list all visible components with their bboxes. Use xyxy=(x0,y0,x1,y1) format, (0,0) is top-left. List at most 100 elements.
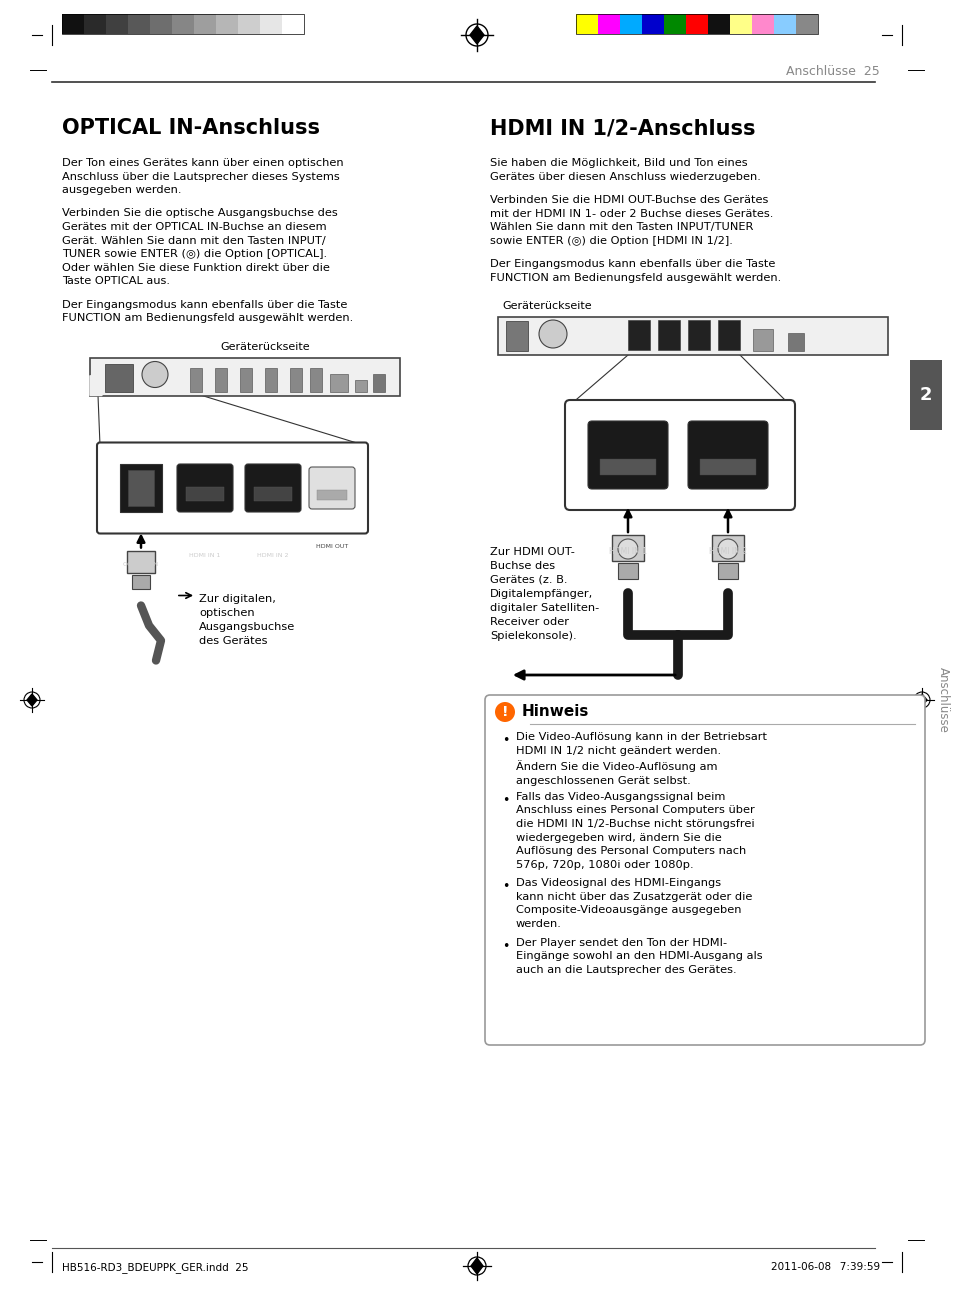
Text: Der Eingangsmodus kann ebenfalls über die Taste
FUNCTION am Bedienungsfeld ausge: Der Eingangsmodus kann ebenfalls über di… xyxy=(62,300,353,323)
FancyBboxPatch shape xyxy=(564,399,794,510)
Bar xyxy=(619,14,641,34)
Bar xyxy=(260,14,282,34)
Bar xyxy=(373,374,385,392)
Bar xyxy=(707,14,729,34)
Text: Sie haben die Möglichkeit, Bild und Ton eines
Gerätes über diesen Anschluss wied: Sie haben die Möglichkeit, Bild und Ton … xyxy=(490,158,760,182)
Bar xyxy=(84,14,106,34)
Bar xyxy=(190,367,202,392)
Bar xyxy=(687,320,709,350)
Polygon shape xyxy=(27,694,37,706)
Bar xyxy=(505,320,527,351)
Bar xyxy=(290,367,302,392)
Bar xyxy=(773,14,795,34)
Bar xyxy=(128,470,153,506)
FancyBboxPatch shape xyxy=(309,467,355,508)
Circle shape xyxy=(142,362,168,388)
Bar xyxy=(576,14,598,34)
Bar xyxy=(718,320,740,350)
FancyBboxPatch shape xyxy=(484,695,924,1045)
Text: Verbinden Sie die HDMI OUT-Buchse des Gerätes
mit der HDMI IN 1- oder 2 Buchse d: Verbinden Sie die HDMI OUT-Buchse des Ge… xyxy=(490,195,773,246)
Text: OPTICAL IN-Anschluss: OPTICAL IN-Anschluss xyxy=(62,118,319,137)
Bar xyxy=(752,329,772,351)
Polygon shape xyxy=(470,26,483,44)
Bar xyxy=(127,550,154,572)
Bar xyxy=(330,374,348,392)
Circle shape xyxy=(495,702,515,722)
Text: Anschlüsse  25: Anschlüsse 25 xyxy=(785,65,879,78)
Text: HDMI IN 2: HDMI IN 2 xyxy=(257,553,289,558)
Text: •: • xyxy=(501,940,509,953)
Bar xyxy=(599,459,656,475)
Bar xyxy=(685,14,707,34)
FancyBboxPatch shape xyxy=(687,422,767,489)
Text: Der Player sendet den Ton der HDMI-
Eingänge sowohl an den HDMI-Ausgang als
auch: Der Player sendet den Ton der HDMI- Eing… xyxy=(516,938,761,975)
Text: Geräterückseite: Geräterückseite xyxy=(220,341,310,351)
Bar xyxy=(237,14,260,34)
Bar xyxy=(120,464,162,512)
Bar xyxy=(282,14,304,34)
Text: !: ! xyxy=(501,706,508,719)
Bar xyxy=(787,333,803,351)
Bar xyxy=(150,14,172,34)
Circle shape xyxy=(538,320,566,348)
Text: Der Eingangsmodus kann ebenfalls über die Taste
FUNCTION am Bedienungsfeld ausge: Der Eingangsmodus kann ebenfalls über di… xyxy=(490,259,781,283)
Bar xyxy=(663,14,685,34)
Polygon shape xyxy=(916,694,926,706)
Text: Anschlüsse: Anschlüsse xyxy=(936,667,948,733)
Bar xyxy=(718,563,738,578)
Text: HDMI IN 1: HDMI IN 1 xyxy=(608,547,646,556)
Text: •: • xyxy=(501,734,509,747)
Bar xyxy=(627,320,649,350)
FancyBboxPatch shape xyxy=(245,464,301,512)
Text: HDMI IN 1/2-Anschluss: HDMI IN 1/2-Anschluss xyxy=(490,118,755,137)
Bar xyxy=(729,14,751,34)
Bar xyxy=(909,361,941,431)
Circle shape xyxy=(618,540,638,559)
Text: Zur HDMI OUT-
Buchse des
Gerätes (z. B.
Digitalempfänger,
digitaler Satelliten-
: Zur HDMI OUT- Buchse des Gerätes (z. B. … xyxy=(490,547,598,641)
Bar xyxy=(700,459,755,475)
Bar xyxy=(751,14,773,34)
Text: 2011-06-08   7:39:59: 2011-06-08 7:39:59 xyxy=(770,1262,879,1272)
Bar xyxy=(355,380,367,392)
Text: OPTICAL IN: OPTICAL IN xyxy=(123,562,158,567)
Bar xyxy=(132,575,150,589)
Bar xyxy=(62,14,84,34)
Text: 2: 2 xyxy=(919,387,931,403)
Bar xyxy=(497,316,887,355)
Polygon shape xyxy=(471,1258,482,1274)
Bar xyxy=(641,14,663,34)
Bar xyxy=(612,534,643,562)
Text: Das Videosignal des HDMI-Eingangs
kann nicht über das Zusatzgerät oder die
Compo: Das Videosignal des HDMI-Eingangs kann n… xyxy=(516,878,752,929)
Bar xyxy=(62,14,304,34)
Text: Zur digitalen,
optischen
Ausgangsbuchse
des Gerätes: Zur digitalen, optischen Ausgangsbuchse … xyxy=(199,594,294,646)
Text: Hinweis: Hinweis xyxy=(521,704,589,719)
Bar xyxy=(215,14,237,34)
Bar xyxy=(711,534,743,562)
Text: •: • xyxy=(501,879,509,894)
Bar xyxy=(618,563,638,578)
FancyBboxPatch shape xyxy=(97,442,368,533)
Bar xyxy=(172,14,193,34)
Bar xyxy=(316,490,347,501)
Bar xyxy=(598,14,619,34)
Text: Verbinden Sie die optische Ausgangsbuchse des
Gerätes mit der OPTICAL IN-Buchse : Verbinden Sie die optische Ausgangsbuchs… xyxy=(62,209,337,287)
Text: •: • xyxy=(501,794,509,807)
Text: HB516-RD3_BDEUPPK_GER.indd  25: HB516-RD3_BDEUPPK_GER.indd 25 xyxy=(62,1262,248,1272)
Bar xyxy=(186,486,224,501)
Text: HDMI IN 1: HDMI IN 1 xyxy=(189,553,220,558)
Polygon shape xyxy=(90,376,102,396)
FancyBboxPatch shape xyxy=(587,422,667,489)
Bar xyxy=(90,358,399,396)
Bar xyxy=(310,367,322,392)
Text: HDMI IN 2: HDMI IN 2 xyxy=(708,547,746,556)
Text: HDMI OUT: HDMI OUT xyxy=(315,543,348,549)
Bar xyxy=(576,14,817,34)
Text: Falls das Video-Ausgangssignal beim
Anschluss eines Personal Computers über
die : Falls das Video-Ausgangssignal beim Ansc… xyxy=(516,791,754,870)
Bar xyxy=(253,486,292,501)
Text: Geräterückseite: Geräterückseite xyxy=(501,301,591,311)
Text: Der Ton eines Gerätes kann über einen optischen
Anschluss über die Lautsprecher : Der Ton eines Gerätes kann über einen op… xyxy=(62,158,343,196)
Bar xyxy=(214,367,227,392)
Bar xyxy=(106,14,128,34)
Bar xyxy=(128,14,150,34)
Bar xyxy=(193,14,215,34)
